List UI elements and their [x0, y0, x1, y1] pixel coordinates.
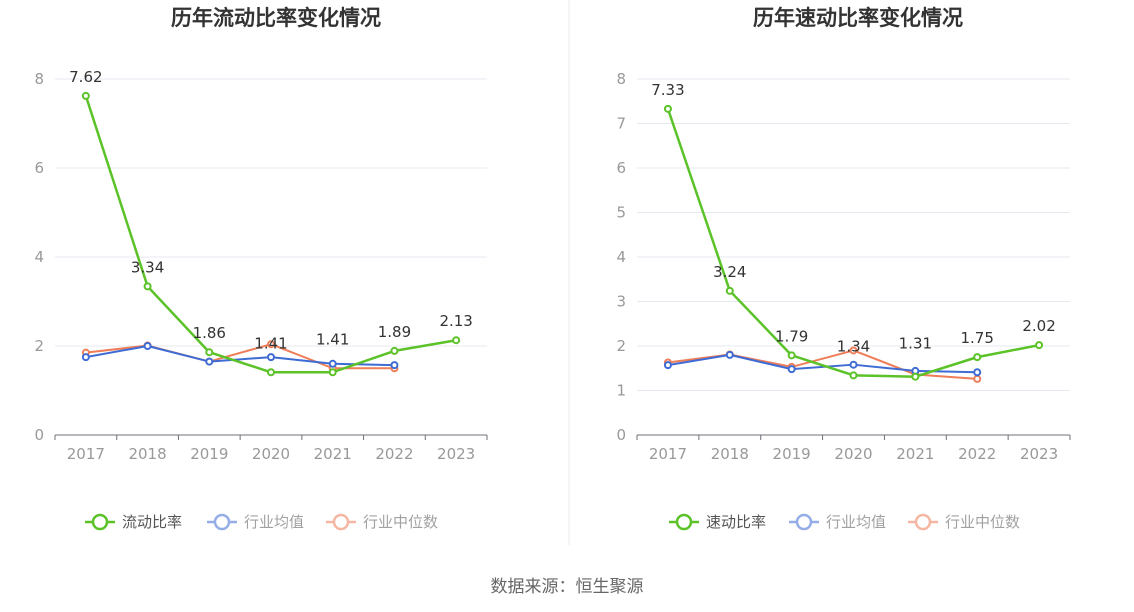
data-label: 7.62 — [69, 68, 102, 86]
legend-item-avg: 行业均值 — [789, 513, 886, 531]
series-line-avg — [85, 345, 395, 367]
x-tick-label: 2022 — [958, 445, 996, 463]
x-tick-label: 2023 — [437, 445, 475, 463]
x-tick-label: 2023 — [1020, 445, 1058, 463]
legend-marker-icon — [914, 513, 932, 531]
y-tick-label: 3 — [616, 293, 626, 311]
legend-item-primary: 速动比率 — [669, 513, 766, 531]
legend-item-median: 行业中位数 — [908, 513, 1020, 531]
point-median — [973, 374, 982, 383]
series-line-avg — [667, 353, 978, 374]
y-tick-label: 4 — [616, 248, 626, 266]
source-label: 数据来源：恒生聚源 — [491, 577, 644, 597]
point-primary — [911, 372, 920, 381]
legend-label: 流动比率 — [122, 513, 182, 531]
point-primary — [205, 348, 214, 357]
y-tick-label: 0 — [616, 426, 626, 444]
point-primary — [452, 336, 461, 345]
point-avg — [725, 350, 734, 359]
data-label: 1.79 — [775, 327, 808, 345]
x-tick-label: 2022 — [375, 445, 413, 463]
legend-item-median: 行业中位数 — [326, 513, 438, 531]
y-tick-label: 2 — [616, 337, 626, 355]
x-tick-label: 2021 — [314, 445, 352, 463]
point-avg — [849, 360, 858, 369]
legend-marker-icon — [91, 513, 109, 531]
point-primary — [973, 353, 982, 362]
point-primary — [849, 371, 858, 380]
point-primary — [787, 351, 796, 360]
point-primary — [267, 368, 275, 377]
point-primary — [725, 286, 734, 295]
chart-1: 历年流动比率变化情况 0 2 4 6 8 2017 2018 2019 2020 2021 2022 2… — [34, 6, 488, 531]
y-tick-label: 5 — [616, 204, 626, 222]
y-tick-label: 8 — [616, 70, 626, 88]
legend-marker-icon — [675, 513, 693, 531]
legend-marker-icon — [213, 513, 231, 531]
x-tick-label: 2018 — [711, 445, 749, 463]
y-tick-label: 0 — [34, 426, 44, 444]
x-tick-label: 2020 — [834, 445, 872, 463]
point-avg — [328, 359, 337, 368]
y-tick-label: 4 — [34, 248, 44, 266]
chart-title: 历年流动比率变化情况 — [171, 6, 381, 30]
legend-label: 行业中位数 — [945, 513, 1020, 531]
point-median — [267, 340, 275, 349]
y-tick-label: 8 — [34, 70, 44, 88]
point-avg — [205, 357, 214, 366]
chart-title: 历年速动比率变化情况 — [753, 6, 963, 30]
data-label: 1.86 — [193, 324, 226, 342]
legend-item-primary: 流动比率 — [85, 513, 182, 531]
point-avg — [267, 353, 275, 362]
x-tick-label: 2021 — [896, 445, 934, 463]
data-label: 3.34 — [131, 258, 164, 276]
point-avg — [787, 365, 796, 374]
data-label: 1.41 — [254, 334, 287, 352]
point-avg — [143, 342, 152, 350]
point-primary — [143, 282, 152, 291]
legend-label: 行业中位数 — [363, 513, 438, 531]
x-tick-label: 2020 — [252, 445, 290, 463]
x-tick-label: 2019 — [773, 445, 811, 463]
point-avg — [390, 361, 399, 370]
legend-marker-icon — [795, 513, 813, 531]
x-tick-label: 2017 — [649, 445, 687, 463]
x-tick-label: 2019 — [190, 445, 228, 463]
legend-label: 速动比率 — [706, 513, 766, 531]
data-label: 3.24 — [713, 263, 746, 281]
y-tick-label: 2 — [34, 337, 44, 355]
legend-marker-icon — [332, 513, 350, 531]
chart-2: 历年速动比率变化情况 0 1 2 3 4 5 6 7 8 2017 2018 2019 2020 2021 2… — [616, 6, 1071, 531]
point-avg — [81, 353, 90, 362]
x-tick-label: 2018 — [128, 445, 166, 463]
point-primary — [1035, 341, 1044, 350]
point-median — [849, 346, 858, 355]
y-tick-label: 7 — [616, 115, 626, 133]
data-label: 1.31 — [899, 335, 932, 353]
legend-item-avg: 行业均值 — [207, 513, 304, 531]
point-primary — [328, 368, 337, 377]
y-tick-label: 1 — [616, 382, 626, 400]
data-label: 1.75 — [961, 329, 994, 347]
point-avg — [663, 361, 672, 370]
y-tick-label: 6 — [616, 159, 626, 177]
point-primary — [390, 346, 399, 355]
legend-label: 行业均值 — [244, 513, 304, 531]
legend-label: 行业均值 — [826, 513, 886, 531]
point-avg — [973, 368, 982, 377]
data-label: 7.33 — [651, 81, 684, 99]
data-label: 1.89 — [378, 323, 411, 341]
data-label: 2.02 — [1022, 317, 1055, 335]
point-primary — [663, 104, 672, 113]
data-label: 2.13 — [439, 312, 472, 330]
data-label: 1.41 — [316, 330, 349, 348]
data-label: 1.34 — [837, 337, 870, 355]
x-tick-label: 2017 — [67, 445, 105, 463]
y-tick-label: 6 — [34, 159, 44, 177]
point-primary — [81, 91, 90, 100]
